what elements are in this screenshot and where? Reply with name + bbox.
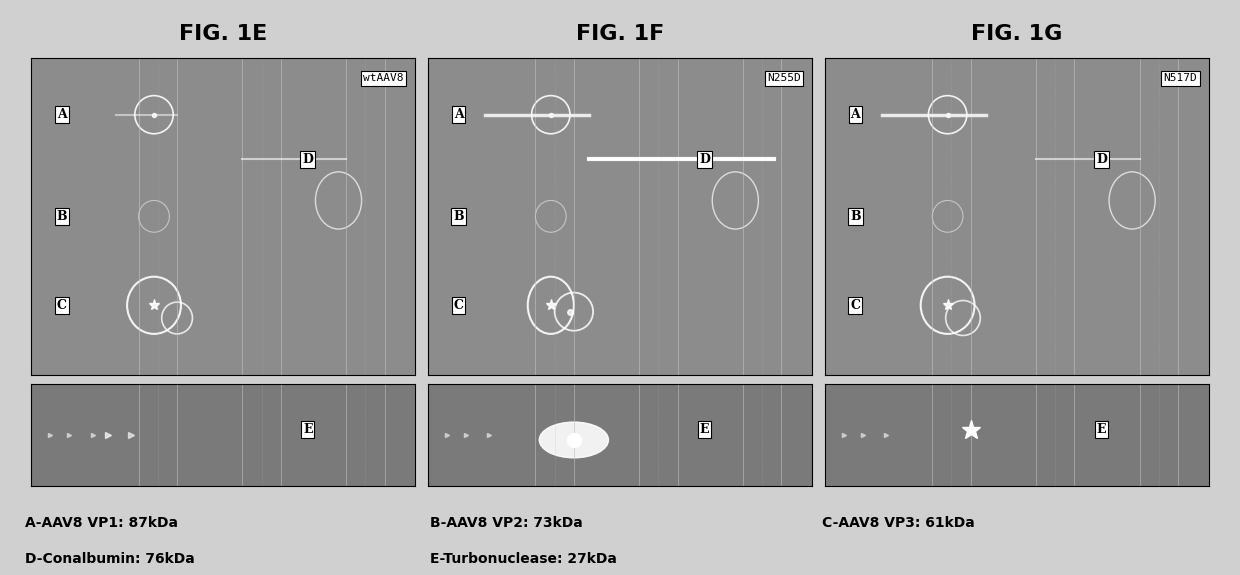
Text: C: C (454, 299, 464, 312)
Text: B-AAV8 VP2: 73kDa: B-AAV8 VP2: 73kDa (429, 516, 583, 530)
Text: FIG. 1G: FIG. 1G (971, 25, 1063, 44)
Text: B: B (454, 210, 464, 223)
Text: E: E (303, 423, 312, 436)
Text: D: D (699, 152, 711, 166)
Text: FIG. 1F: FIG. 1F (575, 25, 665, 44)
Text: A-AAV8 VP1: 87kDa: A-AAV8 VP1: 87kDa (25, 516, 177, 530)
Text: C: C (57, 299, 67, 312)
Text: C-AAV8 VP3: 61kDa: C-AAV8 VP3: 61kDa (822, 516, 975, 530)
Text: E-Turbonuclease: 27kDa: E-Turbonuclease: 27kDa (429, 552, 616, 566)
Text: C: C (851, 299, 861, 312)
Text: E: E (1096, 423, 1106, 436)
Text: A: A (454, 108, 464, 121)
Text: wtAAV8: wtAAV8 (363, 74, 404, 83)
Text: N517D: N517D (1163, 74, 1198, 83)
Text: B: B (57, 210, 67, 223)
Text: A: A (57, 108, 67, 121)
Text: D: D (303, 152, 314, 166)
Text: E: E (699, 423, 709, 436)
Text: N255D: N255D (766, 74, 801, 83)
Text: FIG. 1E: FIG. 1E (179, 25, 268, 44)
Text: B: B (851, 210, 861, 223)
Ellipse shape (539, 422, 609, 458)
Text: A: A (851, 108, 861, 121)
Text: D: D (1096, 152, 1107, 166)
Text: D-Conalbumin: 76kDa: D-Conalbumin: 76kDa (25, 552, 195, 566)
